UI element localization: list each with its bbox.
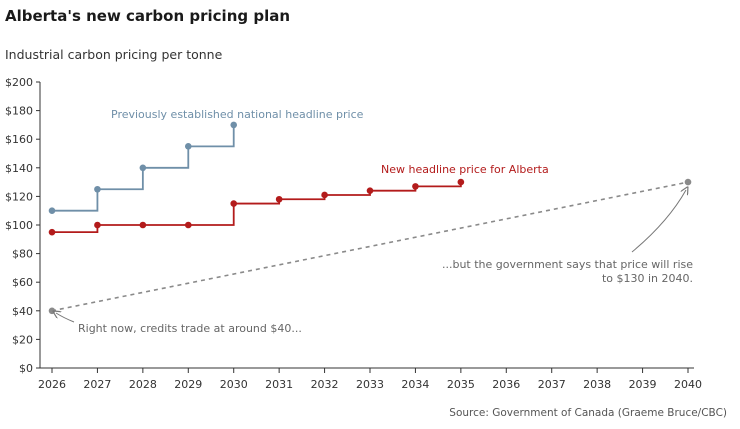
source-note: Source: Government of Canada (Graeme Bru… [449, 407, 727, 419]
current-price-arrow [56, 313, 75, 323]
data-point-series-0 [184, 143, 192, 150]
x-tick-label: 2032 [311, 378, 339, 391]
data-point-series-1 [412, 183, 419, 190]
x-tick-label: 2027 [83, 378, 111, 391]
future-price-annotation-line2: to $130 in 2040. [602, 272, 693, 285]
data-point-series-2 [48, 307, 56, 315]
data-point-series-1 [275, 195, 283, 203]
current-price-annotation: Right now, credits trade at around $40..… [78, 322, 302, 335]
x-tick-label: 2038 [583, 378, 611, 391]
chart-title: Alberta's new carbon pricing plan [5, 7, 291, 25]
y-tick-label: $0 [19, 362, 33, 375]
x-tick-label: 2033 [356, 378, 384, 391]
future-price-annotation-line1: ...but the government says that price wi… [442, 258, 693, 271]
y-tick-label: $80 [12, 248, 33, 261]
data-point-series-2 [684, 178, 692, 186]
x-tick-label: 2034 [401, 378, 429, 391]
data-point-series-1 [230, 200, 238, 207]
data-point-series-1 [184, 221, 192, 229]
y-tick-label: $120 [5, 190, 33, 203]
x-tick-label: 2031 [265, 378, 293, 391]
data-point-series-0 [139, 164, 147, 172]
chart-subtitle: Industrial carbon pricing per tonne [5, 47, 223, 62]
x-tick-label: 2028 [129, 378, 157, 391]
data-point-series-1 [457, 178, 465, 186]
data-point-series-1 [366, 187, 374, 194]
x-tick-label: 2026 [38, 378, 66, 391]
national-series-label: Previously established national headline… [111, 108, 364, 121]
y-tick-label: $20 [12, 333, 33, 346]
x-tick-label: 2030 [220, 378, 248, 391]
y-tick-label: $40 [12, 305, 33, 318]
x-tick-label: 2029 [174, 378, 202, 391]
x-tick-label: 2037 [538, 378, 566, 391]
data-point-series-0 [230, 121, 238, 129]
data-point-series-1 [48, 228, 56, 236]
y-tick-label: $160 [5, 133, 33, 146]
data-point-series-1 [321, 191, 328, 199]
x-tick-label: 2039 [629, 378, 657, 391]
alberta-series-label: New headline price for Alberta [381, 163, 549, 176]
x-tick-label: 2035 [447, 378, 475, 391]
data-point-series-1 [94, 221, 101, 229]
data-point-series-1 [139, 221, 147, 229]
y-tick-label: $100 [5, 219, 33, 232]
y-tick-label: $180 [5, 105, 33, 118]
data-point-series-0 [94, 185, 101, 193]
y-tick-label: $140 [5, 162, 33, 175]
data-point-series-0 [48, 207, 56, 214]
y-tick-label: $200 [5, 76, 33, 89]
x-tick-label: 2036 [492, 378, 520, 391]
series-line-2 [51, 181, 689, 312]
y-tick-label: $60 [12, 276, 33, 289]
future-price-arrow [631, 190, 686, 253]
x-tick-label: 2040 [674, 378, 702, 391]
